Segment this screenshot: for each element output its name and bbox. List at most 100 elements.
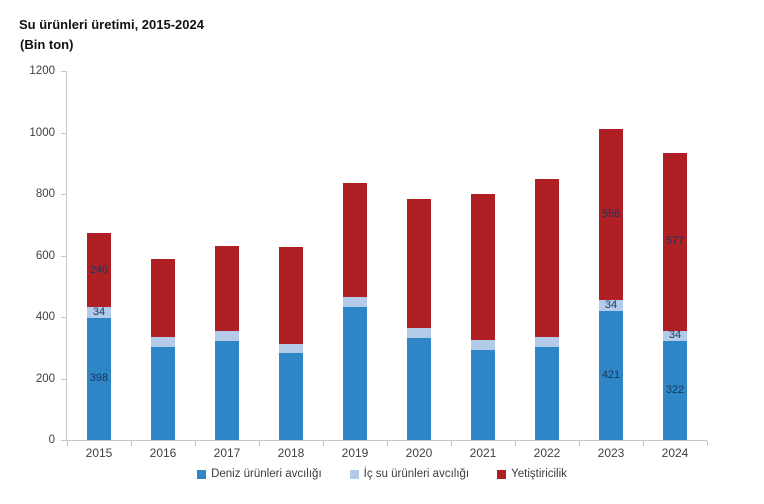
stacked-bar — [535, 178, 559, 440]
bar-group-2019 — [323, 71, 387, 440]
legend: Deniz ürünleri avcılığı İç su ürünleri av… — [0, 468, 764, 480]
x-axis-tick — [643, 441, 644, 446]
bar-segment — [471, 339, 495, 350]
y-axis-tick — [61, 317, 66, 318]
bar-segment: 34 — [599, 298, 623, 311]
x-axis-label: 2024 — [661, 446, 689, 460]
bar-segment — [407, 338, 431, 440]
bar-segment — [407, 198, 431, 329]
bar-value-label: 556 — [601, 208, 621, 220]
x-axis-label: 2022 — [533, 446, 561, 460]
bar-segment: 240 — [87, 233, 111, 308]
bar-group-2023: 421 34 556 — [579, 71, 643, 440]
bar-value-label: 240 — [89, 263, 109, 276]
chart-subtitle: (Bin ton) — [20, 37, 74, 52]
legend-item: Deniz ürünleri avcılığı — [197, 468, 322, 480]
bar-segment — [407, 328, 431, 339]
y-axis-tick — [61, 440, 66, 441]
stacked-bar: 322 34 577 — [663, 153, 687, 440]
bars-container: 398 34 240 421 34 556 322 34 577 — [67, 71, 707, 440]
y-axis-tick — [61, 255, 66, 257]
y-axis-tick-label: 400 — [35, 311, 55, 323]
bar-segment: 421 — [599, 310, 623, 440]
bar-value-label: 577 — [665, 235, 685, 248]
bar-segment — [343, 182, 367, 298]
bar-segment — [343, 307, 367, 440]
x-axis-tick — [259, 441, 260, 446]
y-axis-tick — [61, 132, 66, 134]
x-axis-label: 2018 — [277, 446, 305, 460]
y-axis-tick — [61, 194, 66, 195]
stacked-bar — [279, 246, 303, 440]
legend-item: Yetiştiricilik — [497, 468, 567, 480]
x-axis-label: 2017 — [213, 446, 241, 460]
bar-group-2024: 322 34 577 — [643, 71, 707, 440]
bar-segment — [215, 341, 239, 440]
bar-value-label: 34 — [92, 305, 106, 318]
legend-label: İç su ürünleri avcılığı — [363, 468, 470, 480]
bar-segment: 34 — [663, 329, 687, 342]
x-axis-tick — [707, 441, 708, 446]
chart-title: Su ürünleri üretimi, 2015-2024 — [19, 17, 204, 32]
bar-segment — [279, 352, 303, 440]
x-axis-label: 2021 — [469, 446, 497, 460]
bar-group-2020 — [387, 71, 451, 440]
y-axis-tick-label: 200 — [35, 372, 55, 385]
bar-segment: 322 — [663, 341, 687, 440]
bar-value-label: 34 — [604, 298, 618, 311]
x-axis-tick — [195, 441, 196, 446]
bar-segment: 577 — [663, 153, 687, 331]
legend-label: Yetiştiricilik — [511, 468, 567, 480]
bar-group-2022 — [515, 71, 579, 440]
x-axis-tick — [67, 441, 68, 446]
stacked-bar — [407, 198, 431, 440]
legend-swatch-icon — [349, 469, 359, 479]
y-axis-tick-label: 600 — [35, 249, 55, 262]
legend-label: Deniz ürünleri avcılığı — [211, 468, 322, 480]
y-axis-tick-label: 1000 — [29, 126, 55, 139]
bar-segment — [535, 178, 559, 338]
y-axis-tick-label: 0 — [48, 434, 55, 446]
bar-group-2018 — [259, 71, 323, 440]
plot-area: 398 34 240 421 34 556 322 34 577 0 200 400 600 800 10… — [29, 65, 708, 460]
x-axis-label: 2020 — [405, 446, 433, 460]
bar-segment — [151, 347, 175, 440]
stacked-bar: 398 34 240 — [87, 233, 111, 440]
x-axis-label: 2023 — [597, 446, 625, 460]
x-axis-tick — [323, 441, 324, 446]
x-axis-tick — [387, 441, 388, 446]
x-axis-tick — [131, 441, 132, 446]
legend-swatch-icon — [497, 469, 507, 479]
bar-segment — [535, 337, 559, 348]
bar-segment — [343, 297, 367, 308]
bar-segment — [151, 258, 175, 337]
x-axis-label: 2015 — [85, 446, 113, 460]
bar-segment — [535, 347, 559, 440]
bar-segment: 556 — [599, 129, 623, 300]
bar-segment — [151, 336, 175, 348]
stacked-bar: 421 34 556 — [599, 129, 623, 440]
bar-segment — [471, 349, 495, 440]
x-axis-label: 2019 — [341, 446, 369, 460]
bar-group-2015: 398 34 240 — [67, 71, 131, 440]
x-axis-tick — [579, 441, 580, 446]
bar-value-label: 421 — [601, 368, 621, 381]
bar-value-label: 34 — [668, 329, 682, 342]
stacked-bar — [151, 258, 175, 440]
bar-segment — [215, 246, 239, 332]
x-axis-label: 2016 — [149, 446, 177, 460]
stacked-bar — [343, 182, 367, 440]
stacked-bar — [215, 246, 239, 440]
x-axis-tick — [515, 441, 516, 446]
bar-segment — [471, 194, 495, 340]
legend-item: İç su ürünleri avcılığı — [349, 468, 470, 480]
legend-swatch-icon — [197, 469, 207, 479]
bar-segment — [215, 331, 239, 341]
bar-segment — [279, 246, 303, 344]
bar-segment — [279, 343, 303, 353]
bar-value-label: 398 — [89, 372, 109, 385]
y-axis-tick — [61, 71, 66, 72]
y-axis-tick-label: 800 — [35, 188, 55, 200]
bar-segment: 398 — [87, 317, 111, 440]
